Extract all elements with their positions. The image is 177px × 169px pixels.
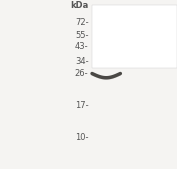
Text: 34-: 34- xyxy=(75,57,88,66)
Text: 26-: 26- xyxy=(75,69,88,78)
Text: 55-: 55- xyxy=(75,31,88,40)
Text: 43-: 43- xyxy=(75,42,88,51)
FancyBboxPatch shape xyxy=(92,5,177,68)
Text: kDa: kDa xyxy=(70,1,88,10)
Text: 10-: 10- xyxy=(75,133,88,142)
Text: 72-: 72- xyxy=(75,18,88,27)
Text: 17-: 17- xyxy=(75,101,88,110)
